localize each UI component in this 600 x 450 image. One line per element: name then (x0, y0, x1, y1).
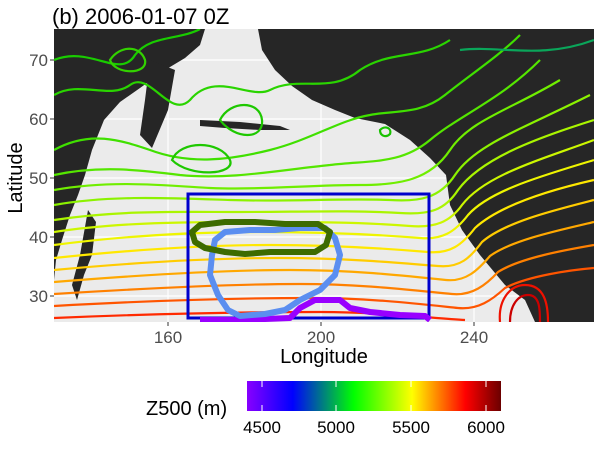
x-tick-label: 240 (460, 328, 488, 347)
contour-line (54, 118, 594, 222)
contour-line (170, 143, 232, 174)
y-tick-label: 50 (29, 169, 48, 188)
kamchatka-landmass (140, 60, 175, 148)
green-region-outline (189, 219, 333, 257)
contour-line (54, 138, 594, 234)
contour-line (498, 283, 550, 322)
contour-line (54, 59, 541, 178)
contour-line (54, 158, 594, 247)
colorbar-tick-label: 6000 (467, 418, 505, 437)
study-region-box (186, 192, 431, 320)
asia-landmass (54, 29, 205, 280)
contour-line (54, 266, 594, 310)
colorbar-tick-label: 5500 (392, 418, 430, 437)
contour-line (108, 47, 147, 73)
y-tick-label: 70 (29, 51, 48, 70)
colorbar-tick-labels: 4500 5000 5500 6000 (243, 418, 505, 437)
z500-contours (54, 29, 594, 322)
blue-region-outline (207, 225, 343, 319)
north-america-landmass (258, 29, 594, 322)
contour-line (378, 126, 392, 138)
x-tick-label: 160 (154, 328, 182, 347)
contour-line (54, 29, 201, 66)
contour-line (459, 38, 594, 52)
contour-line (54, 94, 591, 207)
y-axis-label: Latitude (5, 142, 27, 213)
y-axis: 70 60 50 40 30 (29, 51, 54, 306)
contour-line (54, 39, 451, 106)
y-tick-label: 40 (29, 228, 48, 247)
contour-line (508, 293, 542, 322)
contour-line (54, 198, 594, 272)
contour-line (54, 178, 594, 260)
colorbar-title: Z500 (m) (146, 398, 228, 420)
colorbar-tick-label: 5000 (317, 418, 355, 437)
contour-line (54, 34, 521, 161)
contour-line (54, 79, 561, 192)
y-tick-label: 60 (29, 110, 48, 129)
x-tick-label: 200 (307, 328, 335, 347)
x-axis: 160 200 240 (154, 322, 488, 347)
contour-line (54, 243, 594, 296)
contour-line (54, 220, 594, 284)
purple-region-outline (200, 297, 432, 322)
colorbar (247, 381, 501, 411)
x-axis-label: Longitude (280, 346, 368, 368)
map-title: (b) 2006-01-07 0Z (52, 4, 230, 29)
colorbar-ticks (261, 381, 487, 411)
colorbar-tick-label: 4500 (243, 418, 281, 437)
contour-line (218, 104, 264, 136)
y-tick-label: 30 (29, 287, 48, 306)
